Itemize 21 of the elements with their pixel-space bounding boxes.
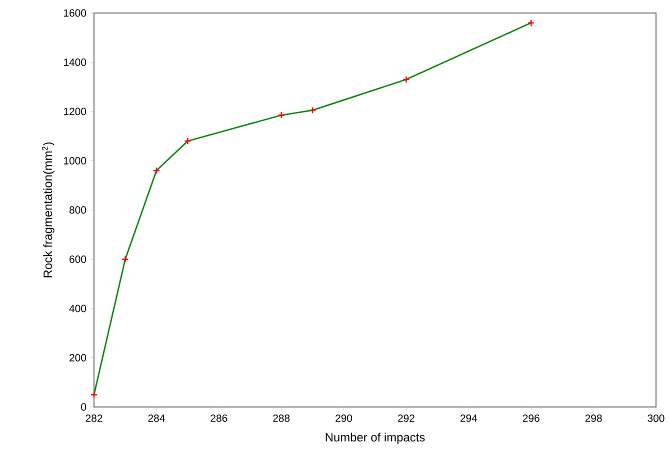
x-tick-label: 290 — [336, 414, 352, 422]
x-tick-label: 284 — [148, 414, 165, 422]
y-axis-title: Rock fragmentation(mm$^{2}$) — [42, 142, 54, 278]
x-tick-label: 300 — [648, 414, 664, 422]
y-tick-label: 1600 — [64, 9, 86, 17]
y-tick-label: 800 — [69, 206, 86, 214]
x-axis-title: Number of impacts — [326, 432, 425, 444]
x-tick-label: 282 — [86, 414, 102, 422]
y-tick-label: 1200 — [64, 108, 86, 116]
x-tick-label: 294 — [460, 414, 478, 422]
x-tick-label: 292 — [398, 414, 414, 422]
x-tick-label: 286 — [210, 414, 228, 422]
y-tick-label: 600 — [70, 256, 86, 263]
y-tick-label: 400 — [69, 304, 86, 312]
y-tick-label: 200 — [70, 354, 86, 362]
x-tick-label: 296 — [522, 414, 540, 422]
y-tick-label: 1400 — [64, 58, 86, 66]
y-tick-label: 1000 — [64, 157, 86, 164]
y-tick-label: 0 — [81, 403, 86, 411]
x-tick-label: 298 — [585, 414, 602, 422]
x-tick-label: 288 — [273, 414, 290, 422]
